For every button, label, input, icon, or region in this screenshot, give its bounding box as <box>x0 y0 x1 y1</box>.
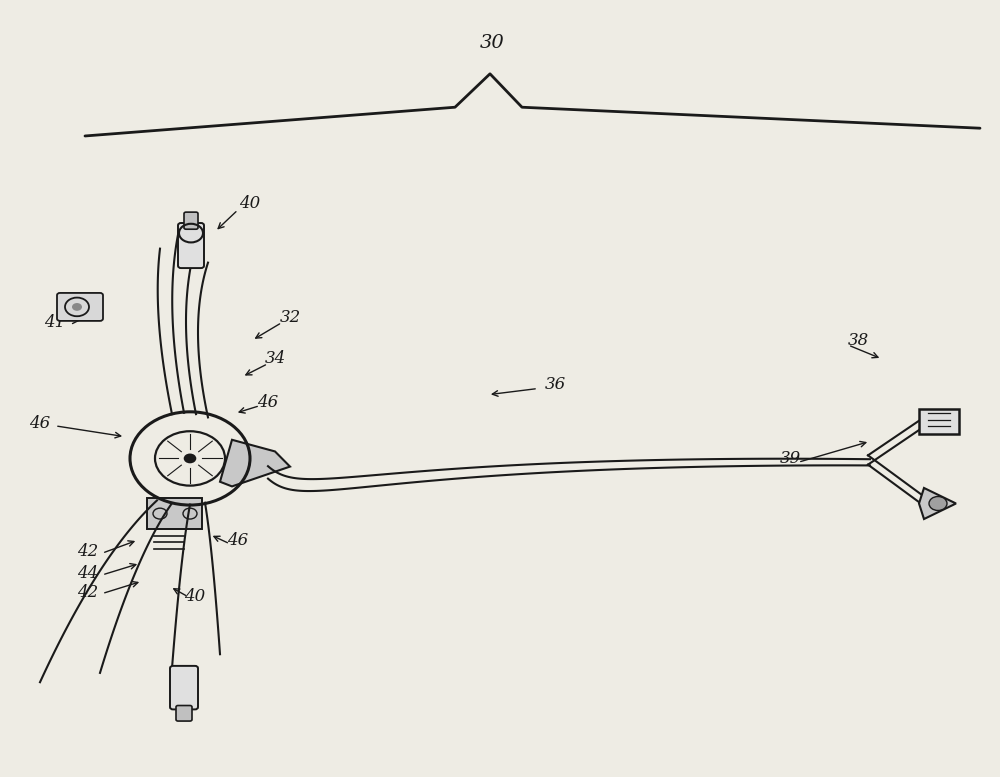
Text: 32: 32 <box>279 308 301 326</box>
FancyBboxPatch shape <box>147 498 202 529</box>
Text: 40: 40 <box>184 588 206 605</box>
Text: 40: 40 <box>239 195 261 212</box>
Text: 46: 46 <box>257 394 279 411</box>
FancyBboxPatch shape <box>178 223 204 268</box>
FancyBboxPatch shape <box>176 706 192 721</box>
Text: 44: 44 <box>77 565 99 582</box>
Circle shape <box>72 303 82 311</box>
Text: 42: 42 <box>77 584 99 601</box>
Text: 30: 30 <box>480 33 504 52</box>
FancyBboxPatch shape <box>57 293 103 321</box>
Text: 46: 46 <box>227 531 249 549</box>
FancyBboxPatch shape <box>919 409 959 434</box>
Text: 36: 36 <box>544 376 566 393</box>
Text: 39: 39 <box>779 450 801 467</box>
Text: 34: 34 <box>264 350 286 368</box>
Text: 46: 46 <box>29 415 51 432</box>
FancyBboxPatch shape <box>184 212 198 229</box>
Polygon shape <box>220 440 290 486</box>
Circle shape <box>929 497 947 510</box>
Text: 41: 41 <box>44 314 66 331</box>
Circle shape <box>184 454 196 463</box>
Text: 42: 42 <box>77 543 99 560</box>
FancyBboxPatch shape <box>170 666 198 709</box>
Polygon shape <box>919 488 956 519</box>
Text: 38: 38 <box>847 332 869 349</box>
